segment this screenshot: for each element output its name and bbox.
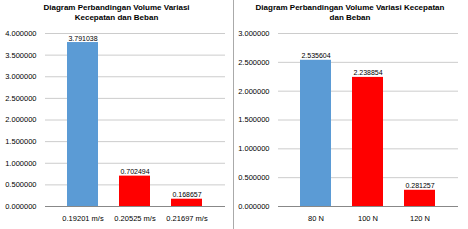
svg-text:0.21697 m/s: 0.21697 m/s bbox=[166, 214, 208, 223]
svg-text:0.000000: 0.000000 bbox=[5, 202, 36, 211]
svg-text:1.500000: 1.500000 bbox=[5, 137, 36, 146]
svg-text:0.702494: 0.702494 bbox=[120, 168, 149, 175]
svg-text:1.000000: 1.000000 bbox=[238, 144, 269, 153]
svg-text:0.000000: 0.000000 bbox=[238, 202, 269, 211]
svg-text:80 N: 80 N bbox=[308, 214, 324, 223]
svg-text:0.20525 m/s: 0.20525 m/s bbox=[114, 214, 156, 223]
svg-text:3.500000: 3.500000 bbox=[5, 51, 36, 60]
svg-text:0.281257: 0.281257 bbox=[405, 182, 434, 189]
svg-text:0.168657: 0.168657 bbox=[172, 191, 201, 198]
svg-text:2.000000: 2.000000 bbox=[5, 115, 36, 124]
svg-text:100 N: 100 N bbox=[358, 214, 378, 223]
svg-text:3.000000: 3.000000 bbox=[238, 29, 269, 38]
html-text:Diagram Perbandingan Volume Va: Diagram Perbandingan Volume Variasi Kece… bbox=[255, 3, 445, 22]
svg-text:0.500000: 0.500000 bbox=[5, 180, 36, 189]
svg-text:2.000000: 2.000000 bbox=[238, 87, 269, 96]
svg-text:120 N: 120 N bbox=[410, 214, 430, 223]
svg-text:3.791038: 3.791038 bbox=[68, 35, 97, 42]
svg-text:1.000000: 1.000000 bbox=[5, 159, 36, 168]
svg-text:3.000000: 3.000000 bbox=[5, 72, 36, 81]
svg-text:0.19201 m/s: 0.19201 m/s bbox=[62, 214, 104, 223]
svg-text:0.500000: 0.500000 bbox=[238, 173, 269, 182]
html-text:Diagram Perbandingan Volume Va: Diagram Perbandingan Volume Variasi Kece… bbox=[43, 3, 190, 22]
svg-text:2.500000: 2.500000 bbox=[238, 58, 269, 67]
svg-text:2.238854: 2.238854 bbox=[353, 69, 382, 76]
svg-text:4.000000: 4.000000 bbox=[5, 29, 36, 38]
svg-text:2.535604: 2.535604 bbox=[301, 52, 330, 59]
svg-text:2.500000: 2.500000 bbox=[5, 94, 36, 103]
svg-text:1.500000: 1.500000 bbox=[238, 115, 269, 124]
